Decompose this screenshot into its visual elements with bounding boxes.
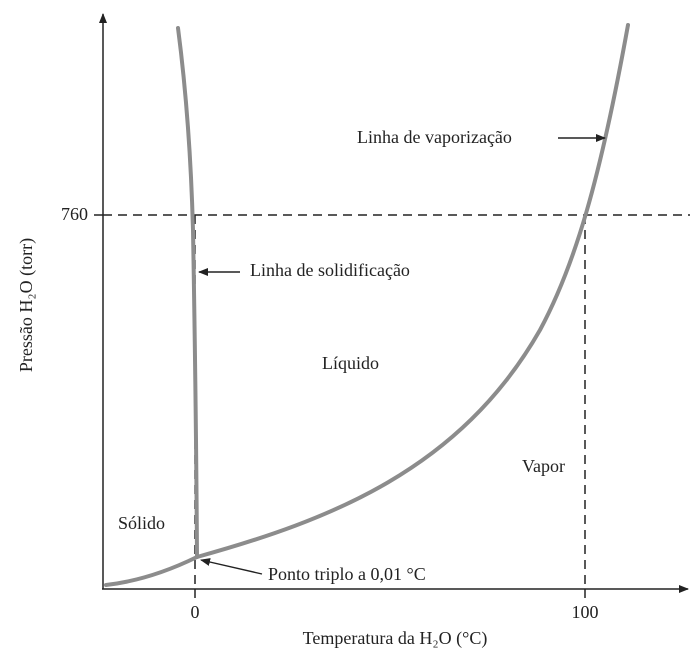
x-axis-label: Temperatura da H₂O (°C)	[303, 628, 488, 649]
y-tick-label: 760	[61, 204, 88, 224]
y-axis-label: Pressão H₂O (torr)	[16, 238, 37, 372]
region-label: Líquido	[322, 353, 379, 373]
solidification-line	[176, 26, 199, 559]
x-tick-label: 0	[191, 602, 200, 622]
annotation: Ponto triplo a 0,01 °C	[268, 564, 426, 584]
annotation: Linha de vaporização	[357, 127, 512, 147]
sublimation-line	[104, 555, 199, 587]
pointer	[200, 558, 263, 575]
region-label: Sólido	[118, 513, 165, 533]
x-tick-label: 100	[572, 602, 599, 622]
annotation: Linha de solidificação	[250, 260, 410, 280]
vaporization-line	[195, 23, 630, 559]
region-label: Vapor	[522, 456, 565, 476]
